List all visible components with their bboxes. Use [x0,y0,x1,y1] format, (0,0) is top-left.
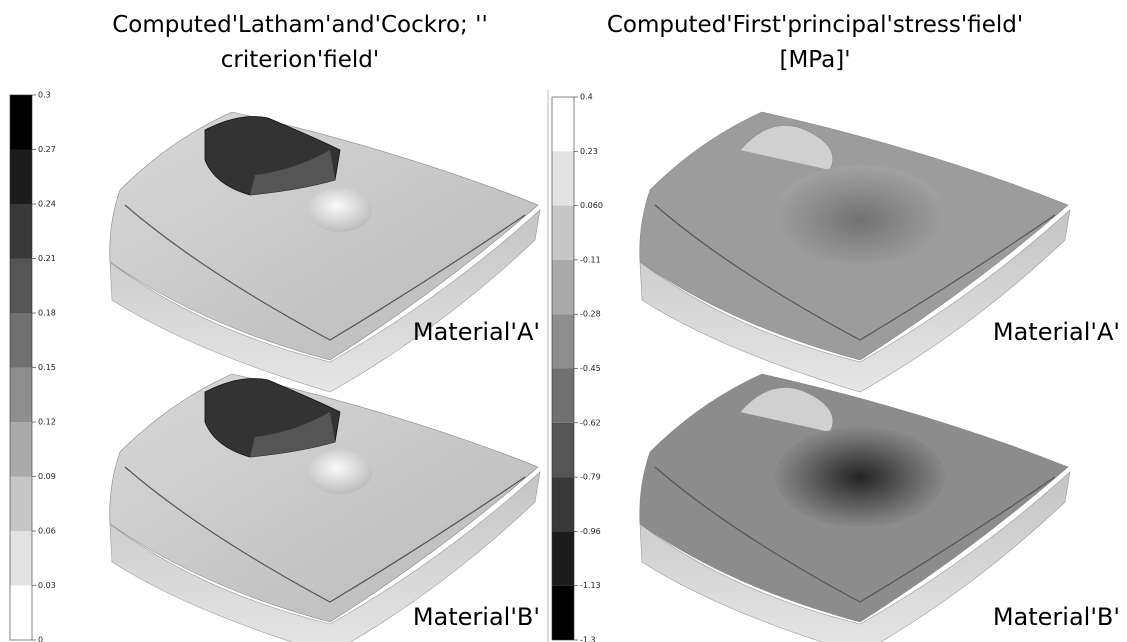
slab-crease [654,466,1056,603]
colorbar-band [10,204,32,259]
colorbar-band [10,585,32,640]
colorbar-band [10,367,32,422]
colorbar-band [552,314,574,369]
colorbar-tick-label: 0.060 [580,201,603,210]
panel-title: [MPa]' [779,47,850,73]
slab-side [639,471,1071,642]
colorbar-band [552,531,574,586]
material-label: Material'A' [413,318,540,346]
material-label: Material'B' [993,603,1120,631]
colorbar-band [10,313,32,368]
slab-side [109,209,541,393]
colorbar-band [552,477,574,532]
stress-zone [775,427,945,527]
colorbar-tick-label: 0.09 [38,472,56,481]
colorbar-band [552,259,574,315]
colorbar-tick-label: 0.06 [38,527,56,536]
material-label: Material'B' [413,603,540,631]
panel-title: Computed'First'principal'stress'field' [607,12,1023,38]
colorbar-band [552,97,574,152]
render [639,111,1071,393]
render [639,373,1071,642]
colorbar-band [10,476,32,531]
colorbar-tick-label: 0.21 [38,254,56,263]
colorbar-band [552,585,574,640]
slab-side [109,471,541,642]
colorbar-tick-label: -0.28 [580,310,601,319]
colorbar-tick-label: 0.3 [38,91,51,100]
material-label: Material'A' [993,318,1120,346]
colorbar-band [552,151,574,206]
colorbar-band [10,258,32,313]
colorbar-band [10,95,32,150]
colorbar-band [552,368,574,423]
dome [308,450,372,494]
colorbar-tick-label: 0.23 [580,147,598,156]
colorbar-tick-label: 0.03 [38,581,56,590]
slab-side [639,209,1071,393]
block-face [250,412,335,457]
colorbar-tick-label: 0.4 [580,93,593,102]
render [109,111,541,393]
panel-title: Computed'Latham'and'Cockro; '' [112,12,488,38]
colorbar-band [10,531,32,586]
colorbar-tick-label: 0.15 [38,363,56,372]
colorbar-tick-label: -0.11 [580,255,601,264]
colorbar-tick-label: 0.24 [38,200,56,209]
slab-crease [124,204,526,341]
colorbar-band [552,422,574,478]
ridge [739,125,834,171]
colorbar-tick-label: 0.12 [38,418,56,427]
colorbar-tick-label: -0.79 [580,473,601,482]
colorbar-band [552,205,574,260]
block-face [250,150,335,195]
ridge [739,387,834,433]
panel-title: criterion'field' [221,47,379,73]
colorbar-band [10,422,32,477]
slab-crease [654,204,1056,341]
colorbar-tick-label: 0 [38,636,43,642]
stress-zone [775,165,945,265]
colorbar-tick-label: 0.27 [38,145,56,154]
colorbar-tick-label: -0.62 [580,418,601,427]
slab-crease [124,466,526,603]
dome [308,188,372,232]
colorbar-tick-label: -0.45 [580,364,601,373]
colorbar-band [10,149,32,204]
renders [109,111,1071,642]
render [109,373,541,642]
colorbar-tick-label: -1.3 [580,636,596,642]
colorbar-tick-label: 0.18 [38,309,56,318]
colorbar-tick-label: -1.13 [580,581,601,590]
colorbar-tick-label: -0.96 [580,527,601,536]
